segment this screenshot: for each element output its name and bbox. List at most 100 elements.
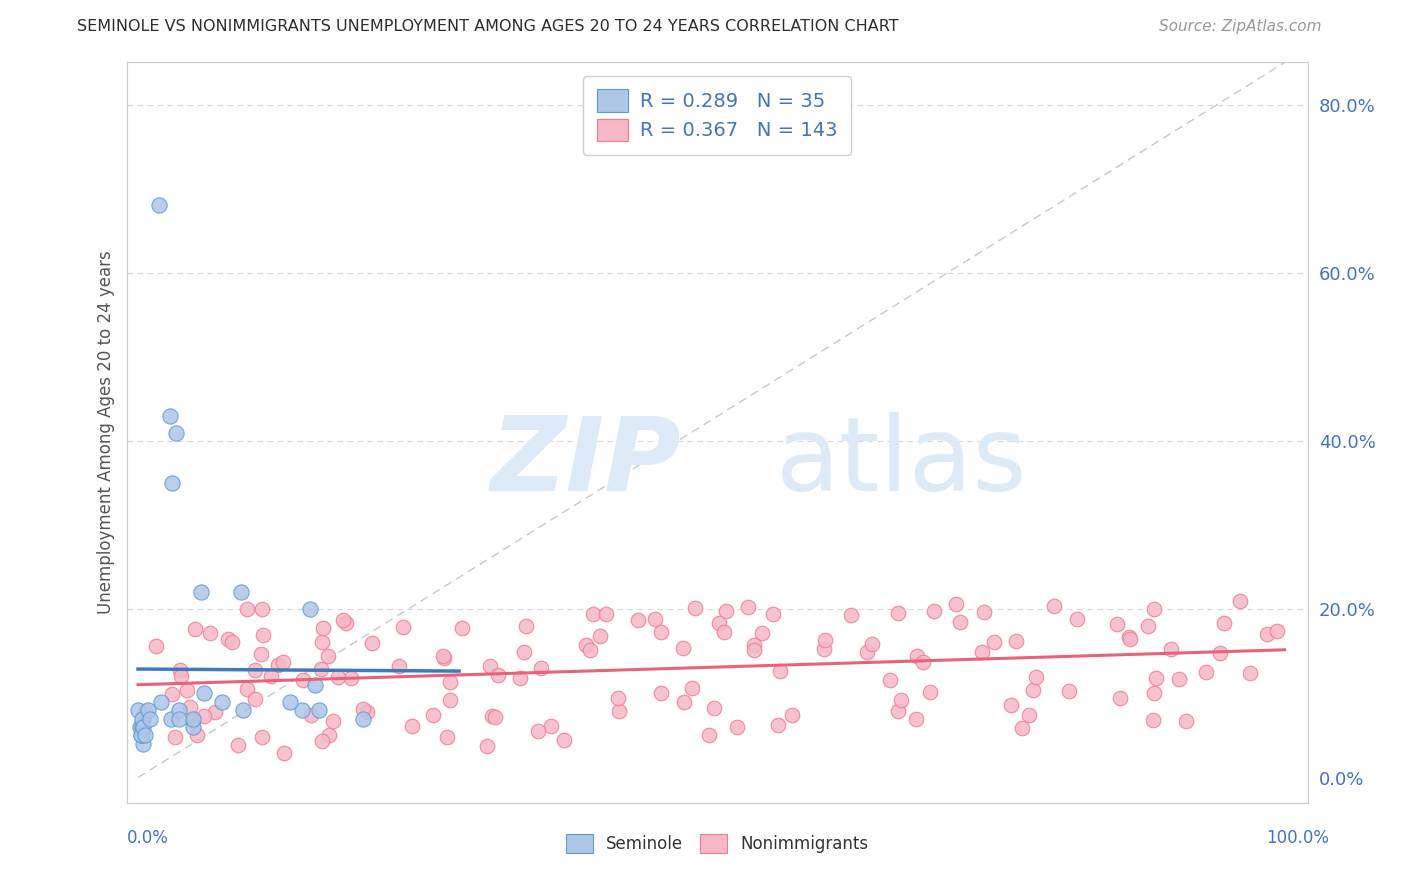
Point — [392, 619, 415, 633]
Point — [232, 703, 254, 717]
Point — [742, 642, 765, 657]
Point — [588, 629, 610, 643]
Point — [221, 635, 243, 649]
Point — [911, 655, 934, 669]
Point — [513, 645, 536, 659]
Point — [352, 702, 374, 716]
Point — [163, 730, 186, 744]
Point — [887, 704, 910, 718]
Point — [644, 612, 666, 626]
Point — [1229, 594, 1251, 608]
Point — [515, 619, 537, 633]
Point — [361, 636, 384, 650]
Point — [184, 622, 207, 636]
Point — [606, 690, 628, 705]
Point — [1118, 632, 1140, 647]
Point — [260, 669, 283, 683]
Point — [1022, 683, 1045, 698]
Point — [922, 603, 945, 617]
Point — [920, 685, 942, 699]
Point — [326, 670, 349, 684]
Point — [136, 703, 159, 717]
Point — [439, 693, 461, 707]
Point — [312, 621, 335, 635]
Point — [181, 712, 204, 726]
Point — [181, 720, 204, 734]
Point — [1239, 665, 1261, 680]
Point — [321, 714, 343, 728]
Point — [578, 642, 600, 657]
Point — [650, 686, 672, 700]
Point — [250, 731, 273, 745]
Point — [1136, 619, 1159, 633]
Point — [1043, 599, 1066, 614]
Point — [737, 600, 759, 615]
Point — [703, 700, 725, 714]
Point — [159, 409, 181, 423]
Point — [905, 648, 928, 663]
Text: 0.0%: 0.0% — [127, 829, 169, 847]
Point — [890, 693, 912, 707]
Point — [134, 729, 156, 743]
Point — [439, 674, 461, 689]
Point — [181, 714, 204, 729]
Point — [190, 585, 212, 599]
Point — [681, 681, 703, 696]
Point — [860, 638, 883, 652]
Point — [1256, 627, 1278, 641]
Point — [433, 651, 456, 665]
Point — [129, 720, 152, 734]
Point — [186, 728, 208, 742]
Point — [273, 747, 295, 761]
Point — [243, 691, 266, 706]
Point — [484, 710, 506, 724]
Point — [486, 668, 509, 682]
Point — [450, 621, 472, 635]
Point — [856, 645, 879, 659]
Point — [948, 615, 970, 629]
Point — [332, 613, 354, 627]
Point — [132, 712, 155, 726]
Point — [165, 425, 187, 440]
Point — [356, 705, 378, 719]
Point — [1167, 672, 1189, 686]
Point — [231, 585, 253, 599]
Point — [193, 708, 215, 723]
Point — [595, 607, 617, 621]
Point — [204, 705, 226, 719]
Point — [128, 720, 150, 734]
Point — [529, 661, 551, 675]
Point — [553, 733, 575, 747]
Point — [236, 682, 259, 697]
Point — [299, 707, 322, 722]
Point — [481, 708, 503, 723]
Point — [769, 664, 792, 678]
Point — [298, 602, 321, 616]
Point — [766, 717, 789, 731]
Point — [278, 695, 301, 709]
Point — [267, 658, 290, 673]
Point — [401, 718, 423, 732]
Text: ZIP: ZIP — [491, 412, 682, 513]
Point — [217, 632, 239, 647]
Point — [713, 625, 735, 640]
Point — [683, 600, 706, 615]
Point — [650, 624, 672, 639]
Point — [211, 695, 233, 709]
Point — [526, 723, 548, 738]
Text: SEMINOLE VS NONIMMIGRANTS UNEMPLOYMENT AMONG AGES 20 TO 24 YEARS CORRELATION CHA: SEMINOLE VS NONIMMIGRANTS UNEMPLOYMENT A… — [77, 20, 898, 34]
Point — [879, 673, 901, 688]
Point — [292, 673, 315, 687]
Point — [131, 720, 153, 734]
Point — [627, 613, 650, 627]
Point — [436, 730, 458, 744]
Point — [887, 606, 910, 620]
Point — [162, 687, 184, 701]
Point — [699, 728, 721, 742]
Point — [509, 671, 531, 685]
Point — [1000, 698, 1022, 712]
Point — [762, 607, 785, 622]
Point — [145, 639, 167, 653]
Point — [311, 734, 333, 748]
Point — [193, 686, 215, 700]
